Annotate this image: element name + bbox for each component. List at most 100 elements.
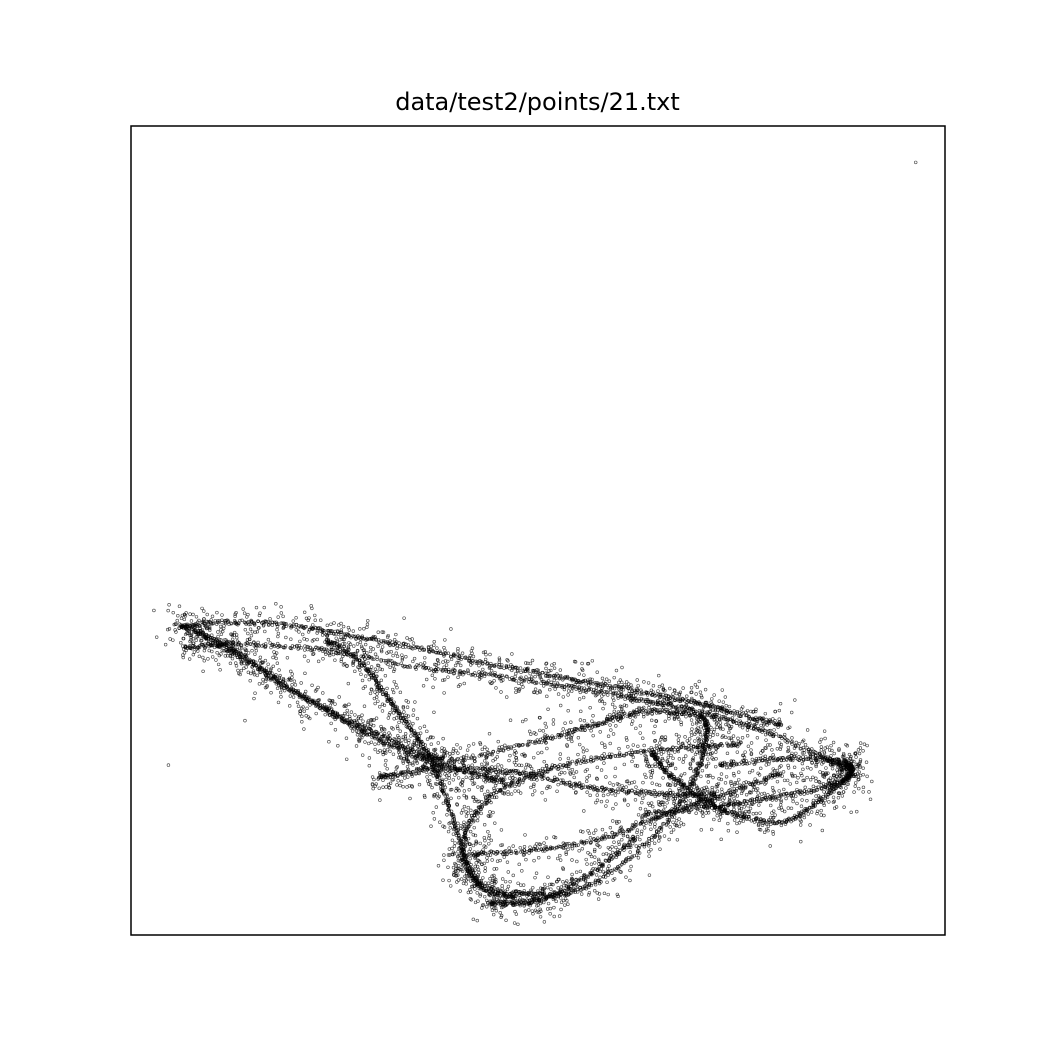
data-point [191, 645, 196, 650]
data-point [779, 758, 784, 763]
data-point [570, 677, 575, 682]
data-point [466, 756, 471, 760]
data-point [699, 828, 703, 832]
data-point [638, 731, 642, 735]
data-point [796, 776, 800, 780]
data-point [645, 712, 650, 716]
data-point [601, 706, 605, 711]
data-point [457, 670, 462, 674]
data-point [237, 641, 241, 645]
data-point [741, 819, 745, 823]
data-point [758, 811, 762, 815]
data-point [802, 778, 807, 783]
data-point [182, 651, 187, 655]
data-point [643, 709, 648, 713]
data-point [558, 752, 563, 756]
data-point [456, 850, 460, 854]
data-point [480, 662, 485, 666]
data-point [830, 748, 834, 753]
data-point [583, 728, 587, 732]
data-point [543, 733, 547, 737]
data-point [749, 748, 753, 752]
data-point [181, 655, 185, 660]
data-point [634, 844, 638, 848]
data-point [571, 771, 576, 775]
data-point [335, 640, 339, 644]
data-point [242, 611, 247, 615]
data-point [520, 752, 524, 757]
data-point [171, 638, 175, 642]
data-point [824, 766, 828, 770]
data-point [831, 795, 836, 799]
data-point [384, 758, 388, 763]
data-point [617, 680, 621, 685]
data-point [432, 639, 436, 644]
data-point [836, 770, 840, 774]
data-point [719, 763, 723, 768]
data-point [315, 637, 319, 642]
data-point [560, 685, 564, 690]
data-point [858, 760, 863, 764]
data-point [619, 690, 623, 694]
data-point [479, 788, 484, 792]
data-point [223, 620, 228, 624]
data-point [594, 682, 599, 687]
data-point [337, 623, 341, 627]
data-point [726, 723, 730, 727]
data-point [365, 622, 370, 627]
data-point [413, 665, 418, 670]
data-point [841, 761, 846, 766]
data-point [414, 768, 418, 772]
data-point [457, 760, 462, 764]
data-point [263, 619, 267, 623]
data-point [801, 767, 805, 772]
data-point [669, 830, 674, 835]
data-point [436, 864, 441, 868]
data-point [730, 762, 734, 766]
data-point [257, 613, 262, 618]
data-point [793, 754, 797, 759]
data-point [653, 794, 658, 799]
data-point [742, 799, 746, 803]
data-point [857, 751, 862, 756]
data-point [306, 645, 310, 649]
data-point [406, 775, 410, 779]
data-point [735, 718, 739, 722]
data-point [709, 827, 714, 832]
data-point [652, 730, 656, 735]
data-point [202, 659, 206, 663]
data-point [674, 732, 679, 737]
data-point [785, 740, 789, 745]
data-point [832, 799, 837, 803]
data-point [767, 760, 771, 764]
data-point [405, 636, 409, 640]
data-point [815, 756, 820, 760]
data-point [600, 694, 604, 698]
data-point [201, 655, 205, 660]
data-point [856, 748, 861, 752]
data-point [700, 811, 704, 815]
data-point [311, 623, 315, 627]
data-point [761, 719, 765, 723]
data-point [542, 759, 546, 764]
data-point [446, 651, 450, 655]
data-point [649, 688, 654, 693]
data-point [647, 873, 652, 877]
data-point [614, 714, 619, 718]
data-point [802, 815, 806, 820]
data-point [779, 745, 783, 749]
data-point [500, 877, 505, 881]
data-point [563, 721, 567, 725]
data-point [374, 782, 378, 786]
data-point [637, 705, 641, 710]
data-point [400, 653, 404, 657]
data-point [489, 663, 493, 668]
data-point [310, 639, 315, 643]
data-point [272, 644, 277, 649]
data-point [220, 618, 224, 622]
data-point [506, 870, 510, 874]
data-point [573, 677, 577, 682]
data-point [803, 785, 807, 790]
data-point [718, 721, 723, 725]
data-point [400, 656, 405, 660]
